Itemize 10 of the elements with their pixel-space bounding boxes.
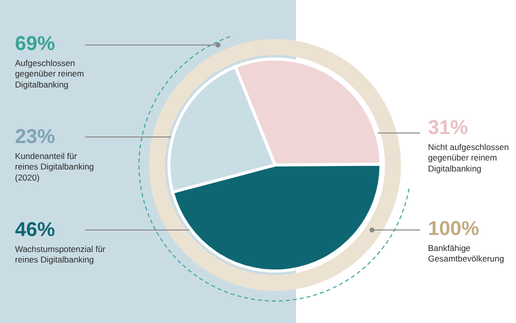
slice-label: Wachstumspotenzial für reines Digitalbanking [15,244,106,265]
text: 100% [428,218,480,240]
text: Aufgeschlossen gegenüber reinem Digitalbanking [15,58,84,90]
slice-label: Kundenanteil für reines Digitalbanking (2020) [15,151,94,182]
text: 69% [15,33,56,55]
data-label: 31% [428,117,468,139]
text: Bankfähige Gesamtbevölkerung [428,243,504,264]
data-label: 23% [15,126,56,148]
data-label: 46% [15,219,56,241]
slice-label: Nicht aufgeschlossen gegenüber reinem Digitalbanking [428,142,510,174]
